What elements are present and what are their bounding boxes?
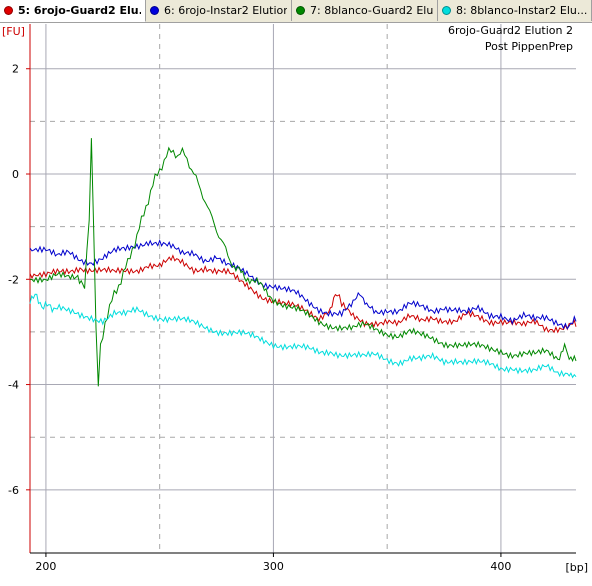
tab-label: 6: 6rojo-Instar2 Elution... <box>164 4 287 17</box>
chart-subtitle: Post PippenPrep <box>485 40 573 53</box>
trace-color-dot-icon <box>442 6 451 15</box>
tab-trace-5[interactable]: 5: 6rojo-Guard2 Elu... <box>0 0 146 22</box>
tab-label: 7: 8blanco-Guard2 Elu... <box>310 4 433 17</box>
axes <box>26 24 576 557</box>
series-line-6 <box>29 239 577 330</box>
trace-color-dot-icon <box>150 6 159 15</box>
y-tick-label: 0 <box>12 168 19 181</box>
trace-color-dot-icon <box>296 6 305 15</box>
series-line-7 <box>30 138 577 387</box>
tab-trace-8[interactable]: 8: 8blanco-Instar2 Elu... <box>438 0 592 21</box>
series-lines <box>29 138 577 387</box>
chart-title: 6rojo-Guard2 Elution 2 <box>448 24 573 37</box>
tab-label: 5: 6rojo-Guard2 Elu... <box>18 4 141 17</box>
trace-color-dot-icon <box>4 6 13 15</box>
tab-trace-6[interactable]: 6: 6rojo-Instar2 Elution... <box>146 0 292 21</box>
tab-label: 8: 8blanco-Instar2 Elu... <box>456 4 587 17</box>
x-axis-label: [bp] <box>565 561 588 574</box>
grid-lines <box>30 24 576 553</box>
series-line-5 <box>29 254 577 334</box>
y-axis-label: [FU] <box>2 25 25 38</box>
tab-trace-7[interactable]: 7: 8blanco-Guard2 Elu... <box>292 0 438 21</box>
x-tick-label: 400 <box>490 560 511 573</box>
tick-labels: 2 0 -2 -4 -6 200 300 400 <box>8 63 511 573</box>
x-tick-label: 300 <box>263 560 284 573</box>
x-tick-label: 200 <box>35 560 56 573</box>
y-tick-label: -6 <box>8 484 19 497</box>
series-line-8 <box>29 293 577 379</box>
y-tick-label: -4 <box>8 379 19 392</box>
y-tick-label: -2 <box>8 273 19 286</box>
y-tick-label: 2 <box>12 63 19 76</box>
trace-tab-bar: 5: 6rojo-Guard2 Elu... 6: 6rojo-Instar2 E… <box>0 0 592 23</box>
electropherogram-chart: 2 0 -2 -4 -6 200 300 400 [FU] [bp] 6rojo-Guard2… <box>2 24 588 574</box>
